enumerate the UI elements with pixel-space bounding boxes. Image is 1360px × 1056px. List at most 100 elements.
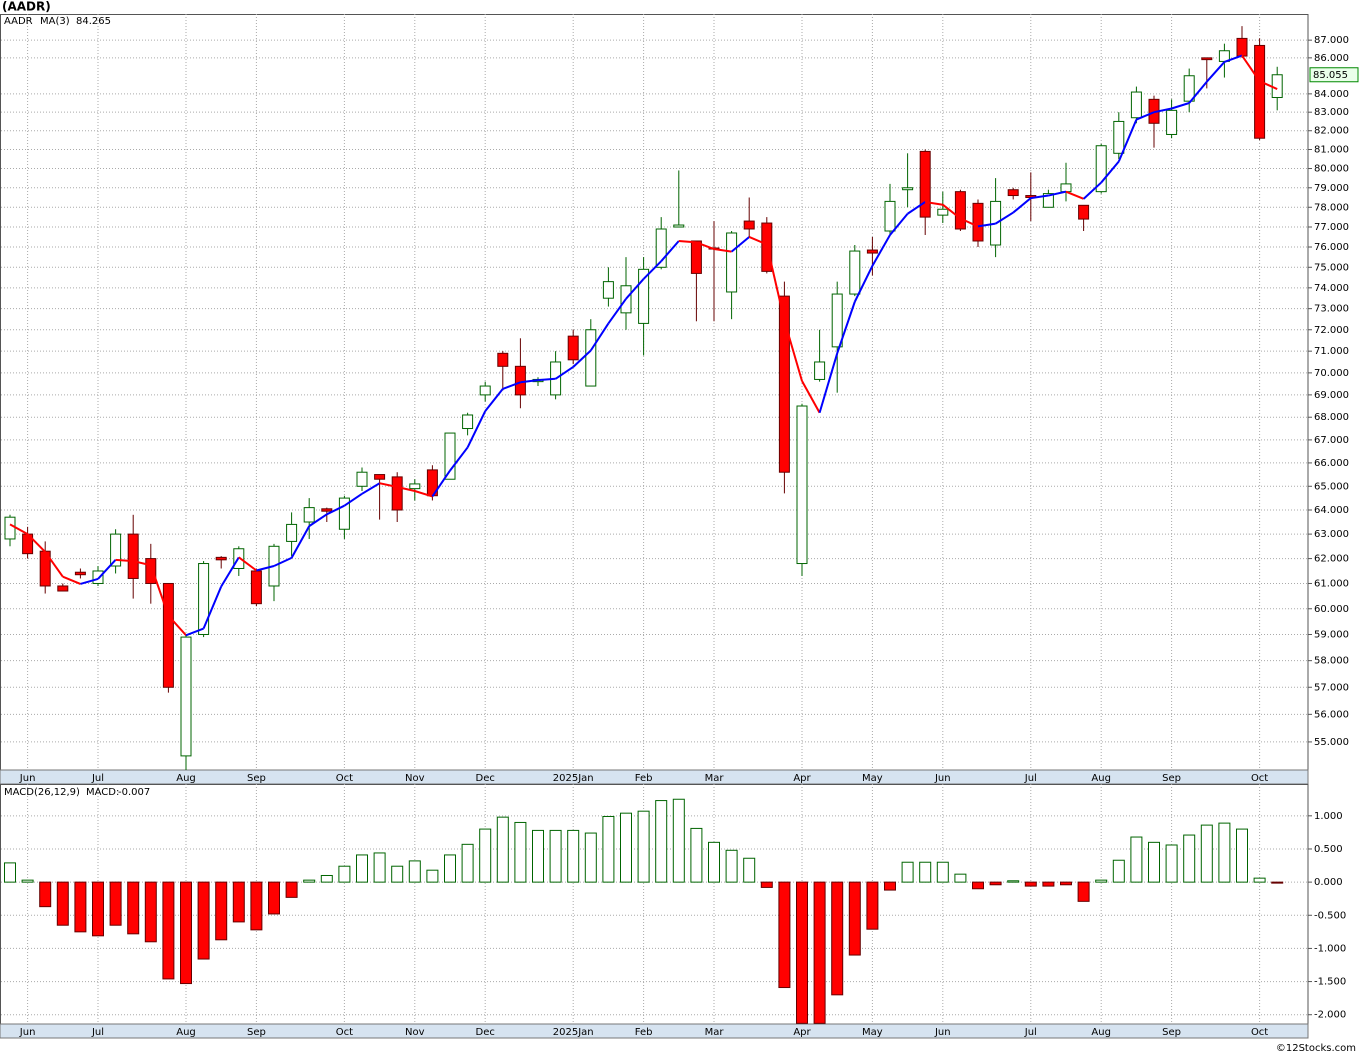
histogram-bar	[831, 881, 844, 996]
y-tick-label: 84.000	[1314, 89, 1349, 100]
ma-segment	[696, 241, 715, 250]
ma-segment	[1206, 61, 1226, 83]
y-tick-label: -1.000	[1314, 943, 1346, 954]
candle-body	[866, 249, 878, 254]
candle-body	[356, 471, 368, 487]
legend-value: -0.007	[118, 787, 150, 798]
ma-segment	[977, 222, 996, 228]
histogram-bar	[760, 881, 773, 888]
y-tick-label: 68.000	[1314, 412, 1349, 423]
histogram-bar	[1253, 877, 1266, 883]
histogram-bar	[56, 881, 69, 926]
x-tick-label: Jun	[934, 773, 951, 784]
x-tick-label: Jul	[1024, 1027, 1037, 1038]
histogram-bar	[39, 881, 52, 908]
candle-body	[1078, 204, 1090, 220]
ma-segment	[256, 565, 275, 572]
histogram-bar	[1095, 879, 1108, 883]
candle-body	[514, 365, 526, 396]
histogram-bar	[4, 862, 16, 883]
histogram-bar	[1148, 841, 1160, 883]
ma-segment	[132, 560, 152, 567]
ma-segment	[995, 211, 1014, 225]
histogram-bar	[532, 829, 544, 883]
histogram-bar	[602, 815, 615, 883]
histogram-bar	[144, 881, 157, 943]
ma-segment	[484, 388, 504, 412]
y-tick-label: 77.000	[1314, 222, 1349, 233]
histogram-bar	[901, 861, 914, 883]
y-tick-label: 55.000	[1314, 737, 1349, 748]
candle-body	[602, 281, 614, 299]
y-tick-label: -2.000	[1314, 1010, 1346, 1021]
candle-body	[1130, 91, 1142, 119]
ma-segment	[748, 236, 768, 246]
histogram-bar	[180, 881, 192, 985]
x-tick-label: Sep	[1162, 1027, 1181, 1038]
histogram-bar	[743, 857, 756, 883]
candle-body	[814, 361, 826, 380]
ma-segment	[907, 201, 926, 215]
histogram-bar	[1060, 881, 1072, 886]
candle-body	[1042, 193, 1054, 208]
histogram-bar	[848, 881, 861, 956]
ma-segment	[62, 575, 81, 585]
histogram-bar	[74, 881, 87, 933]
candle-body	[1254, 44, 1266, 139]
histogram-bar	[884, 881, 896, 891]
ma-segment	[1048, 190, 1067, 197]
x-tick-label: Feb	[635, 773, 653, 784]
x-tick-label: Jun	[19, 1027, 36, 1038]
y-tick-label: 73.000	[1314, 304, 1349, 315]
ma-segment	[730, 236, 750, 253]
ma-segment	[396, 486, 416, 492]
histogram-bar	[109, 881, 122, 926]
y-tick-label: 72.000	[1314, 325, 1349, 336]
ma-segment	[765, 244, 786, 321]
y-tick-label: 65.000	[1314, 481, 1349, 492]
histogram-bar	[672, 798, 685, 883]
x-tick-label: Mar	[705, 773, 725, 784]
ma-segment	[431, 470, 451, 497]
x-tick-label: Apr	[793, 773, 811, 784]
histogram-bar	[461, 843, 474, 883]
candle-body	[849, 250, 861, 295]
candle-body	[1007, 189, 1019, 197]
histogram-bar	[620, 812, 632, 883]
histogram-bar	[1183, 834, 1196, 883]
y-tick-label: 57.000	[1314, 682, 1349, 693]
ma-segment	[853, 265, 874, 303]
panel-title: MACD(26,12,9)	[4, 787, 80, 798]
histogram-bar	[954, 873, 967, 883]
ma-segment	[537, 377, 556, 382]
ma-segment	[1012, 197, 1032, 214]
ma-segment	[642, 260, 662, 280]
histogram-bar	[549, 829, 562, 883]
ma-segment	[97, 559, 117, 580]
ma-segment	[379, 482, 398, 488]
candle-body	[162, 582, 174, 688]
histogram-bar	[866, 881, 879, 930]
ma-segment	[801, 380, 821, 414]
candle-body	[198, 563, 210, 635]
ma-segment	[925, 200, 943, 206]
x-tick-label: Mar	[705, 1027, 725, 1038]
y-tick-label: 76.000	[1314, 242, 1349, 253]
chart-title: (AADR)	[2, 0, 51, 14]
ma-segment	[238, 556, 257, 572]
candle-body	[180, 636, 192, 757]
ma-segment	[185, 627, 204, 637]
y-tick-label: -1.500	[1314, 977, 1346, 988]
ma-segment	[361, 482, 381, 495]
ma-segment	[1171, 102, 1190, 110]
histogram-bar	[338, 865, 351, 883]
histogram-bar	[426, 869, 439, 883]
ma-segment	[1082, 181, 1102, 200]
histogram-bar	[285, 881, 298, 898]
histogram-bar	[391, 865, 404, 883]
ma-segment	[466, 410, 487, 448]
y-tick-label: 87.000	[1314, 35, 1349, 46]
candle-body	[690, 240, 702, 274]
histogram-bar	[1042, 881, 1055, 887]
ma-segment	[343, 492, 363, 507]
